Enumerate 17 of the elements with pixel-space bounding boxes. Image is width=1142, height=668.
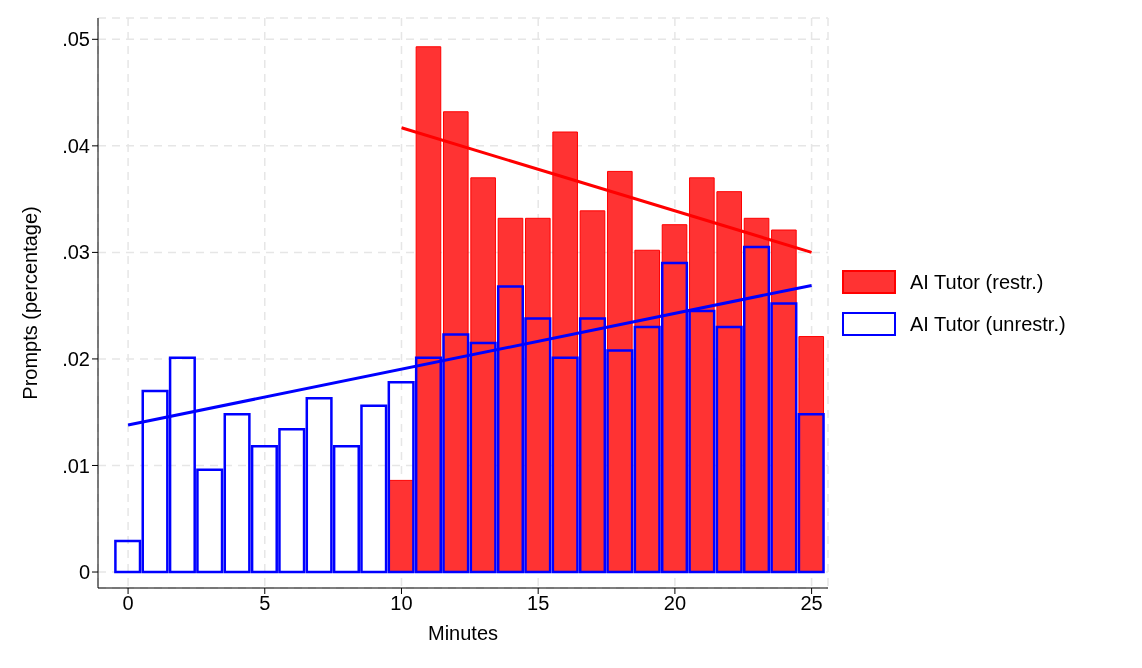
y-tick-label: .01	[62, 454, 90, 477]
y-axis-title: Prompts (percentage)	[19, 206, 42, 400]
x-tick-label: 0	[122, 592, 134, 615]
y-tick-label: .02	[62, 348, 90, 371]
x-axis-title: Minutes	[427, 622, 499, 645]
x-tick-label: 25	[800, 592, 823, 615]
x-tick-label: 15	[527, 592, 550, 615]
legend-label: AI Tutor (restr.)	[910, 270, 1044, 294]
x-tick-label: 5	[259, 592, 271, 615]
x-tick-label: 10	[390, 592, 413, 615]
y-tick-label: 0	[78, 561, 90, 584]
y-tick-label: .03	[62, 241, 90, 264]
bar	[579, 210, 606, 573]
x-tick-label: 20	[663, 592, 687, 615]
y-tick-label: .04	[62, 134, 90, 157]
legend-label: AI Tutor (unrestr.)	[910, 312, 1066, 336]
y-tick-label: .05	[62, 28, 90, 51]
